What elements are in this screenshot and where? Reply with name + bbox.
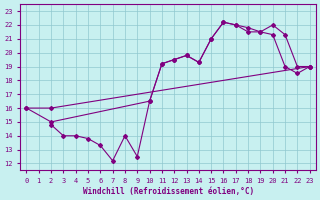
X-axis label: Windchill (Refroidissement éolien,°C): Windchill (Refroidissement éolien,°C) (83, 187, 254, 196)
